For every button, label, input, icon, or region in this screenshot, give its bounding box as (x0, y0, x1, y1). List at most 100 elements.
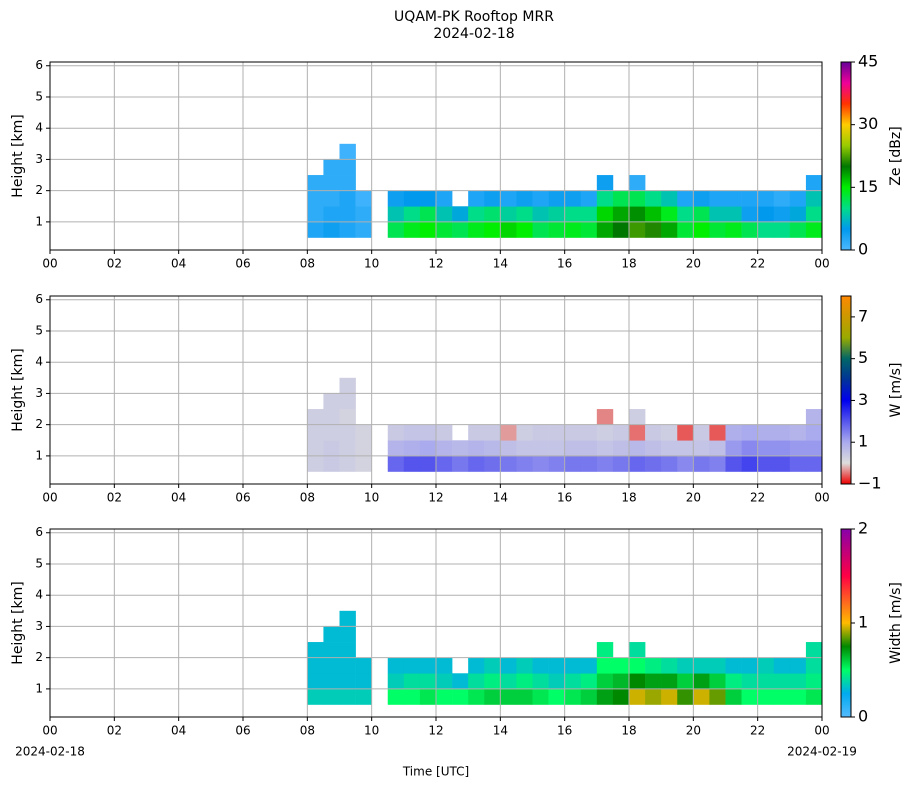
colorbar-tick-label: 0 (858, 240, 868, 259)
heatmap-cell (564, 190, 582, 207)
heatmap-cell (564, 455, 582, 472)
heatmap-cell (805, 206, 823, 223)
heatmap-cell (629, 206, 646, 223)
heatmap-cell (661, 673, 678, 690)
heatmap-cell (661, 190, 678, 207)
heatmap-cell (773, 424, 791, 441)
heatmap-cell (484, 206, 501, 223)
heatmap-cell (500, 440, 517, 457)
heatmap-cell (387, 688, 405, 705)
heatmap-cell (339, 393, 356, 410)
colorbar-tick-label: 7 (858, 306, 868, 325)
heatmap-cell (436, 206, 453, 223)
heatmap-cell (741, 424, 758, 441)
heatmap-cell (596, 221, 614, 238)
heatmap-cell (580, 221, 598, 238)
heatmap-cell (645, 688, 662, 705)
heatmap-cell (596, 455, 614, 472)
heatmap-cell (677, 657, 694, 674)
heatmap-cell (789, 190, 807, 207)
heatmap-cell (773, 455, 791, 472)
x-tick-label: 20 (686, 491, 701, 505)
heatmap-cell (403, 657, 421, 674)
heatmap-cell (548, 657, 565, 674)
heatmap-cell (419, 657, 437, 674)
colorbar (840, 61, 852, 251)
heatmap-cell (339, 424, 356, 441)
heatmap-cell (805, 190, 823, 207)
x-tick-label: 22 (750, 257, 765, 271)
heatmap-cell (725, 440, 742, 457)
heatmap-cell (629, 221, 646, 238)
heatmap-cell (629, 673, 646, 690)
heatmap-cell (789, 657, 807, 674)
heatmap-cell (596, 688, 614, 705)
heatmap-cell (419, 206, 437, 223)
heatmap-cell (468, 221, 485, 238)
heatmap-cell (789, 221, 807, 238)
x-tick-label: 00 (42, 724, 57, 738)
heatmap-cell (709, 657, 726, 674)
heatmap-cell (789, 455, 807, 472)
colorbar (840, 295, 852, 485)
heatmap-cell (323, 688, 340, 705)
heatmap-cell (516, 190, 533, 207)
heatmap-cell (789, 440, 807, 457)
heatmap-cell (307, 206, 324, 223)
heatmap-cell (693, 455, 710, 472)
heatmap-cell (419, 455, 437, 472)
heatmap-cell (580, 190, 598, 207)
heatmap-cell (403, 455, 421, 472)
heatmap-cell (596, 190, 614, 207)
heatmap-cell (339, 455, 356, 472)
x-tick-label: 10 (364, 257, 379, 271)
heatmap-cell (339, 610, 356, 627)
heatmap-cell (387, 440, 405, 457)
heatmap-cell (548, 673, 565, 690)
heatmap-cell (709, 221, 726, 238)
heatmap-cell (436, 190, 453, 207)
heatmap-cell (548, 190, 565, 207)
heatmap-cell (741, 657, 758, 674)
heatmap-cell (307, 175, 324, 191)
heatmap-cell (339, 206, 356, 223)
heatmap-cell (532, 190, 549, 207)
heatmap-cell (403, 206, 421, 223)
heatmap-cell (645, 424, 662, 441)
x-tick-label: 16 (557, 491, 572, 505)
heatmap-cell (709, 190, 726, 207)
heatmap-cell (516, 221, 533, 238)
heatmap-cell (419, 424, 437, 441)
heatmap-cell (709, 206, 726, 223)
heatmap-cell (596, 440, 614, 457)
heatmap-cell (757, 455, 775, 472)
heatmap-cell (468, 688, 485, 705)
heatmap-cell (645, 221, 662, 238)
x-tick-label: 12 (428, 724, 443, 738)
heatmap-cell (741, 440, 758, 457)
heatmap-cell (709, 455, 726, 472)
heatmap-cell (323, 626, 340, 643)
heatmap-cell (436, 455, 453, 472)
x-tick-label: 08 (300, 257, 315, 271)
heatmap-cell (468, 657, 485, 674)
x-tick-label: 16 (557, 724, 572, 738)
heatmap-cell (629, 409, 646, 425)
y-tick-label: 1 (35, 214, 43, 228)
heatmap-cell (580, 440, 598, 457)
heatmap-cell (548, 221, 565, 238)
y-tick-label: 2 (35, 417, 43, 431)
heatmap-cell (773, 221, 791, 238)
x-tick-label: 02 (107, 491, 122, 505)
x-tick-label: 08 (300, 491, 315, 505)
heatmap-cell (500, 657, 517, 674)
heatmap-cell (709, 424, 726, 441)
heatmap-cell (548, 206, 565, 223)
heatmap-cell (355, 688, 372, 705)
heatmap-cell (532, 424, 549, 441)
heatmap-cell (773, 673, 791, 690)
heatmap-cell (725, 455, 742, 472)
heatmap-cell (387, 673, 405, 690)
heatmap-cell (516, 440, 533, 457)
x-tick-label: 16 (557, 257, 572, 271)
